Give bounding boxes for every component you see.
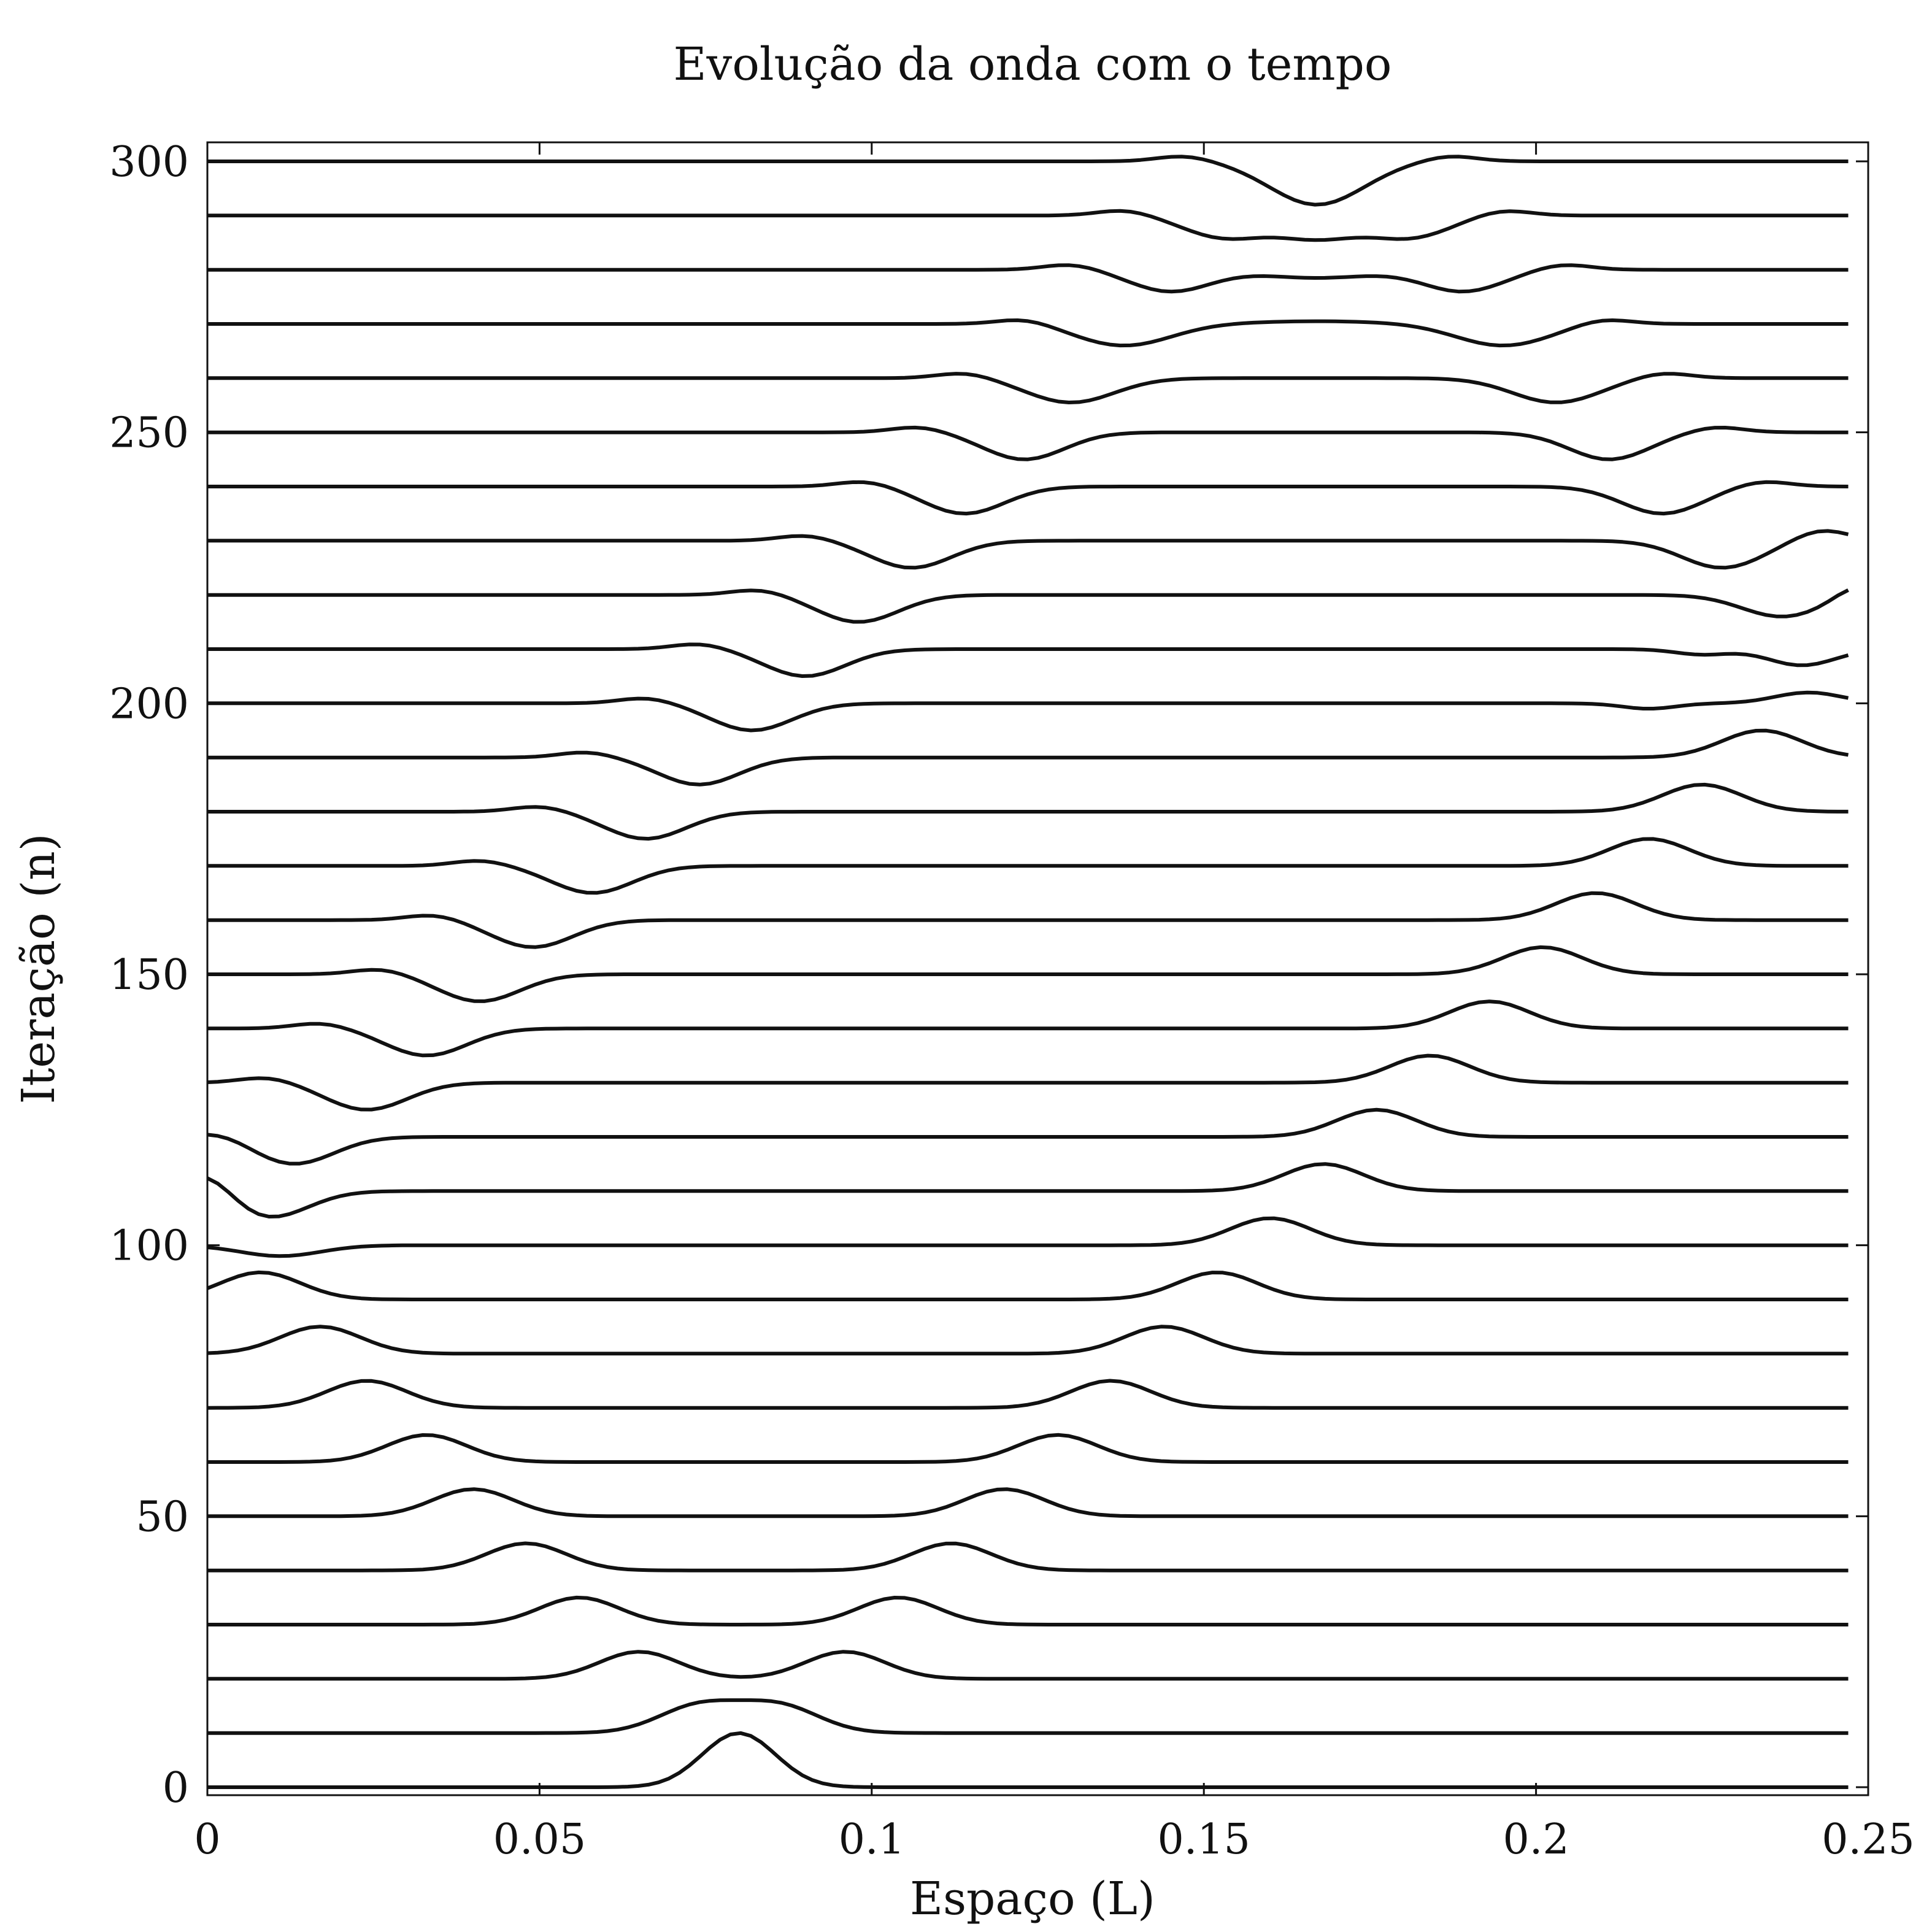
wave-line-n230: [207, 529, 1849, 570]
wave-line-n120: [207, 1107, 1849, 1166]
x-axis-ticks: 0 0.05 0.1 0.15 0.2 0.25: [194, 142, 1915, 1864]
x-tick-label: 0.05: [493, 1815, 586, 1864]
wave-line-n280: [207, 263, 1849, 294]
y-tick-label: 0: [163, 1764, 189, 1812]
y-tick-label: 250: [109, 409, 189, 458]
wave-line-n50: [207, 1487, 1849, 1518]
wave-line-n160: [207, 891, 1849, 949]
chart-title: Evolução da onda com o tempo: [674, 38, 1392, 91]
y-axis-label: Iteração (n): [12, 833, 65, 1104]
wave-line-n170: [207, 837, 1849, 895]
wave-line-n300: [207, 155, 1849, 207]
wave-line-n250: [207, 425, 1849, 461]
wave-series-group: [206, 155, 1849, 1789]
wave-line-n130: [207, 1053, 1849, 1112]
wave-line-n210: [207, 642, 1849, 678]
wave-line-n270: [207, 318, 1849, 348]
wave-line-n110: [206, 1162, 1849, 1218]
x-tick-label: 0.25: [1822, 1815, 1914, 1864]
wave-line-n70: [207, 1379, 1849, 1410]
wave-line-n260: [207, 372, 1849, 404]
y-tick-label: 150: [109, 951, 189, 999]
y-tick-label: 300: [109, 138, 189, 187]
wave-line-n80: [207, 1325, 1849, 1356]
x-tick-label: 0.15: [1157, 1815, 1250, 1864]
wave-line-n10: [207, 1698, 1849, 1735]
wave-line-n240: [207, 480, 1849, 516]
x-tick-label: 0: [194, 1815, 220, 1864]
plot-frame: [206, 141, 1869, 1796]
wave-line-n20: [207, 1650, 1849, 1681]
wave-line-n60: [207, 1433, 1849, 1464]
x-axis-label: Espaço (L): [910, 1872, 1155, 1925]
y-axis-ticks: 0 50 100 150 200 250 300: [109, 138, 1868, 1812]
wave-line-n200: [207, 690, 1849, 733]
wave-line-n40: [207, 1541, 1849, 1572]
wave-line-n0: [207, 1731, 1849, 1789]
wave-line-n290: [207, 209, 1849, 242]
wave-line-n90: [206, 1270, 1849, 1301]
y-tick-label: 100: [109, 1222, 189, 1271]
wave-line-n190: [207, 728, 1849, 787]
wave-line-n100: [207, 1216, 1849, 1258]
y-tick-label: 200: [109, 680, 189, 728]
wave-line-n140: [207, 999, 1849, 1058]
x-tick-label: 0.2: [1503, 1815, 1569, 1864]
y-tick-label: 50: [136, 1493, 189, 1541]
wave-line-n30: [207, 1595, 1849, 1626]
x-tick-label: 0.1: [839, 1815, 905, 1864]
wave-line-n180: [207, 782, 1849, 841]
wave-line-n220: [207, 588, 1849, 624]
wave-line-n150: [207, 945, 1849, 1003]
